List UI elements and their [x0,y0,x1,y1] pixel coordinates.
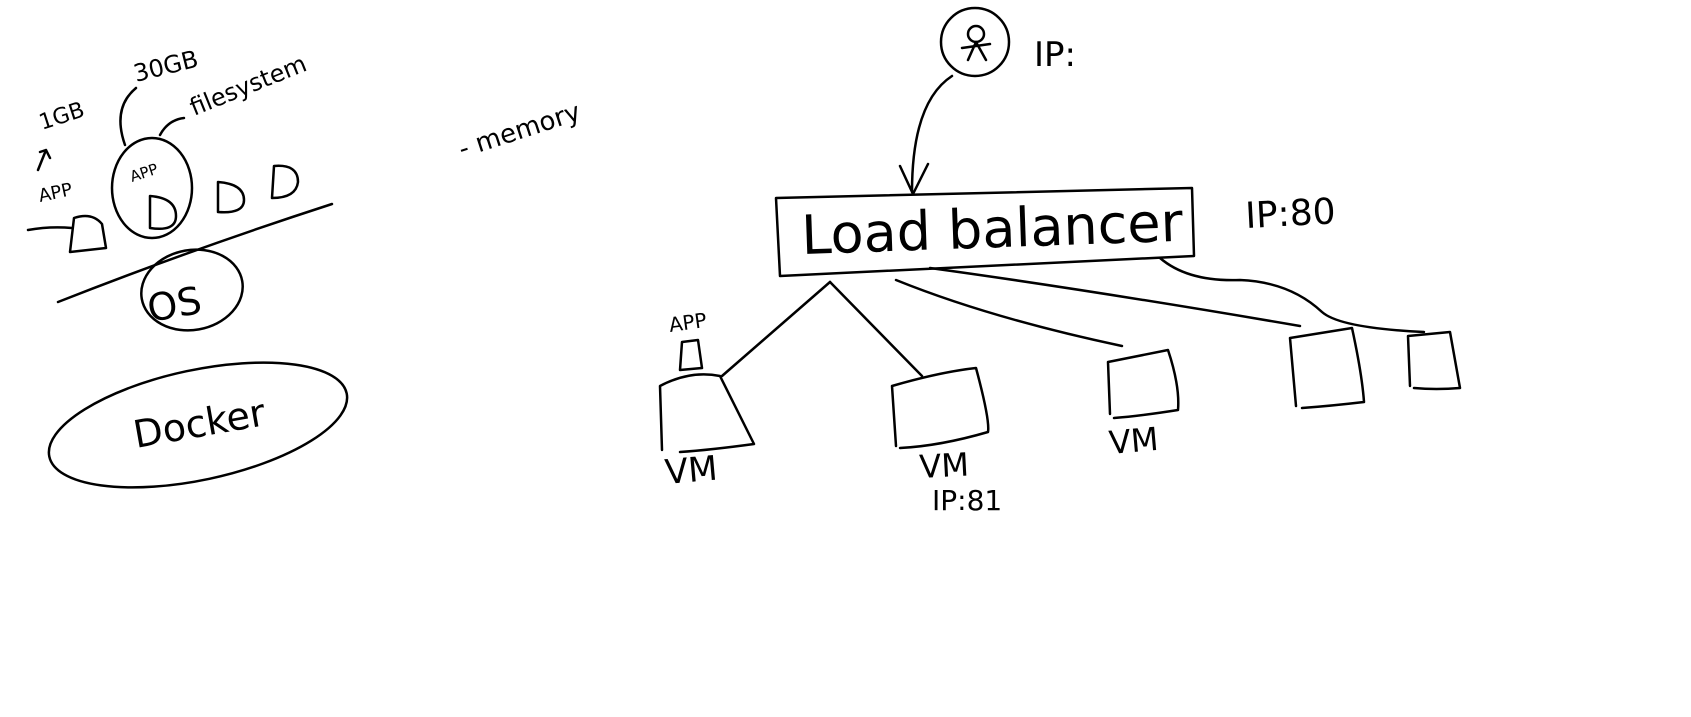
link-vm4 [928,266,1302,328]
vm-2: VM IP:81 [890,366,1002,517]
docker-ellipse [47,361,349,489]
vm-app-box [678,338,704,372]
highlight-circle [110,136,194,240]
memory-note: - memory [455,97,584,165]
vm-label-2: VM [918,445,969,486]
app-size-label: 1GB [36,98,88,136]
client-user: IP: [898,6,1076,196]
vm-box-4 [1288,326,1366,410]
link-vm3 [894,278,1124,348]
vm-5 [1406,330,1462,391]
load-balancer-label: Load balancer [800,191,1184,267]
user-icon [960,24,992,62]
container-box-3 [216,180,246,214]
vm-box-3 [1106,348,1180,420]
storage-curve [119,86,138,147]
app-size-arrow [36,148,52,172]
load-balancer-ip: IP:80 [1244,191,1336,237]
os-divider-line [56,202,334,304]
load-balancer: Load balancer IP:80 [774,186,1337,278]
vm-box-1 [658,373,756,454]
container-box-4 [270,164,300,200]
container-box-1 [68,214,108,254]
app-label-1: APP [37,179,75,207]
filesystem-curve [158,116,186,137]
user-circle [939,6,1011,78]
lb-connections [720,256,1426,378]
storage-label: 30GB [131,45,201,88]
vm-3: VM [1106,348,1180,462]
vm-box-2 [890,366,990,450]
docker-label: Docker [130,390,269,457]
vm-label-1: VM [663,449,719,493]
app-arrow [26,226,74,232]
load-balancer-box [774,186,1196,278]
link-vm2 [828,280,924,378]
container-box-2 [148,194,178,230]
vm-label-3: VM [1107,420,1160,462]
vm-box-5 [1406,330,1462,391]
client-ip-label: IP: [1034,35,1076,75]
vm-1: APP VM [658,308,756,493]
vm-app-label: APP [667,308,708,337]
filesystem-label: filesystem [186,49,311,121]
container-stack-sketch: 1GB APP APP 30GB filesystem OS Docker [26,45,349,489]
client-to-lb-arrow [898,74,954,196]
os-circle [140,248,244,332]
vm-ip-label: IP:81 [932,484,1002,517]
app-label-2: APP [128,160,161,186]
os-label: OS [144,278,205,331]
link-vm1 [720,280,832,378]
link-vm5 [1158,256,1426,334]
vm-4 [1288,326,1366,410]
